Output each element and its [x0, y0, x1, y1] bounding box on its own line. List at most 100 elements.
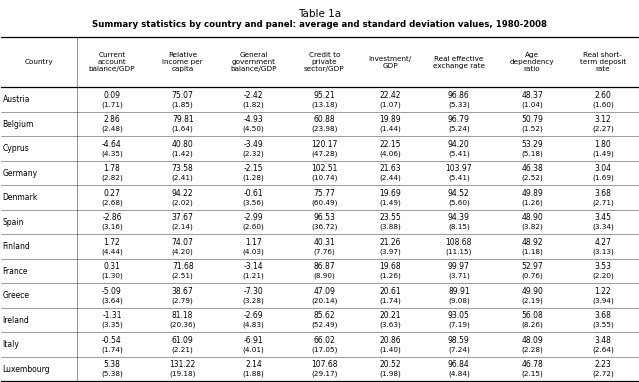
Text: (8.15): (8.15): [448, 224, 470, 230]
Text: (1.52): (1.52): [521, 126, 543, 132]
Text: Relative
income per
capita: Relative income per capita: [162, 52, 203, 72]
Text: Investment/
GDP: Investment/ GDP: [369, 56, 412, 69]
Text: Germany: Germany: [3, 169, 38, 178]
Text: Finland: Finland: [3, 242, 31, 251]
Text: (1.21): (1.21): [243, 273, 265, 279]
Text: (1.69): (1.69): [592, 175, 614, 181]
Text: (4.06): (4.06): [380, 151, 401, 157]
Text: (2.28): (2.28): [521, 346, 543, 353]
Text: 94.52: 94.52: [448, 189, 470, 198]
Text: 50.79: 50.79: [521, 115, 543, 124]
Text: 20.86: 20.86: [380, 336, 401, 345]
Text: -2.15: -2.15: [243, 164, 263, 173]
Text: (1.04): (1.04): [521, 101, 543, 108]
Text: (2.21): (2.21): [172, 346, 194, 353]
Text: 47.09: 47.09: [313, 287, 335, 296]
Text: (3.94): (3.94): [592, 297, 614, 304]
Text: (1.26): (1.26): [380, 273, 401, 279]
Text: (8.90): (8.90): [313, 273, 335, 279]
Text: 21.63: 21.63: [380, 164, 401, 173]
Text: (3.63): (3.63): [380, 322, 401, 328]
Text: 99.97: 99.97: [448, 262, 470, 271]
Text: 66.02: 66.02: [313, 336, 335, 345]
Text: (13.18): (13.18): [311, 101, 337, 108]
Text: (2.32): (2.32): [243, 151, 265, 157]
Text: 3.68: 3.68: [594, 189, 612, 198]
Text: Ireland: Ireland: [3, 316, 29, 325]
Text: (19.18): (19.18): [169, 371, 196, 377]
Text: 2.23: 2.23: [594, 360, 612, 369]
Text: (3.56): (3.56): [243, 199, 265, 206]
Text: (52.49): (52.49): [311, 322, 337, 328]
Text: (2.82): (2.82): [101, 175, 123, 181]
Text: -2.69: -2.69: [243, 311, 263, 320]
Text: -1.31: -1.31: [102, 311, 121, 320]
Text: 89.91: 89.91: [448, 287, 470, 296]
Text: (4.44): (4.44): [101, 248, 123, 255]
Text: -3.49: -3.49: [243, 140, 263, 149]
Text: (1.30): (1.30): [101, 273, 123, 279]
Text: (2.20): (2.20): [592, 273, 614, 279]
Text: 71.68: 71.68: [172, 262, 194, 271]
Text: (2.41): (2.41): [172, 175, 194, 181]
Text: General
government
balance/GDP: General government balance/GDP: [230, 52, 277, 72]
Text: 61.09: 61.09: [172, 336, 194, 345]
Text: (3.55): (3.55): [592, 322, 614, 328]
Text: 49.90: 49.90: [521, 287, 543, 296]
Text: 3.48: 3.48: [594, 336, 612, 345]
Text: 52.97: 52.97: [521, 262, 543, 271]
Text: 85.62: 85.62: [313, 311, 335, 320]
Text: 0.27: 0.27: [104, 189, 120, 198]
Text: 86.87: 86.87: [313, 262, 335, 271]
Text: 102.51: 102.51: [311, 164, 337, 173]
Text: (3.35): (3.35): [101, 322, 123, 328]
Text: France: France: [3, 267, 28, 276]
Text: -2.86: -2.86: [102, 213, 121, 222]
Text: (1.26): (1.26): [521, 199, 543, 206]
Text: (2.52): (2.52): [521, 175, 543, 181]
Text: 3.12: 3.12: [594, 115, 612, 124]
Text: 1.72: 1.72: [104, 238, 120, 247]
Text: (3.64): (3.64): [101, 297, 123, 304]
Text: Italy: Italy: [3, 340, 19, 349]
Text: (1.60): (1.60): [592, 101, 614, 108]
Text: 94.22: 94.22: [172, 189, 194, 198]
Text: 21.26: 21.26: [380, 238, 401, 247]
Text: (2.19): (2.19): [521, 297, 543, 304]
Text: 79.81: 79.81: [172, 115, 194, 124]
Text: (2.27): (2.27): [592, 126, 614, 132]
Text: 48.09: 48.09: [521, 336, 543, 345]
Text: (3.13): (3.13): [592, 248, 614, 255]
Text: (5.38): (5.38): [101, 371, 123, 377]
Text: Luxembourg: Luxembourg: [3, 364, 50, 374]
Text: (4.03): (4.03): [243, 248, 265, 255]
Text: (3.28): (3.28): [243, 297, 265, 304]
Text: (3.34): (3.34): [592, 224, 614, 230]
Text: 103.97: 103.97: [445, 164, 472, 173]
Text: -3.14: -3.14: [243, 262, 263, 271]
Text: 40.80: 40.80: [172, 140, 194, 149]
Text: (4.84): (4.84): [448, 371, 470, 377]
Text: (20.14): (20.14): [311, 297, 337, 304]
Text: 46.78: 46.78: [521, 360, 543, 369]
Text: 48.90: 48.90: [521, 213, 543, 222]
Text: (1.44): (1.44): [380, 126, 401, 132]
Text: (4.20): (4.20): [172, 248, 194, 255]
Text: (5.41): (5.41): [448, 151, 470, 157]
Text: 94.39: 94.39: [448, 213, 470, 222]
Text: (4.50): (4.50): [243, 126, 265, 132]
Text: (9.08): (9.08): [448, 297, 470, 304]
Text: (2.44): (2.44): [380, 175, 401, 181]
Text: (20.36): (20.36): [169, 322, 196, 328]
Text: 0.09: 0.09: [104, 91, 120, 100]
Text: -0.61: -0.61: [243, 189, 263, 198]
Text: 20.21: 20.21: [380, 311, 401, 320]
Text: (10.74): (10.74): [311, 175, 337, 181]
Text: (47.28): (47.28): [311, 151, 337, 157]
Text: 48.37: 48.37: [521, 91, 543, 100]
Text: (17.05): (17.05): [311, 346, 337, 353]
Text: (1.42): (1.42): [172, 151, 194, 157]
Text: Spain: Spain: [3, 218, 24, 227]
Text: (2.15): (2.15): [521, 371, 543, 377]
Text: 1.78: 1.78: [104, 164, 120, 173]
